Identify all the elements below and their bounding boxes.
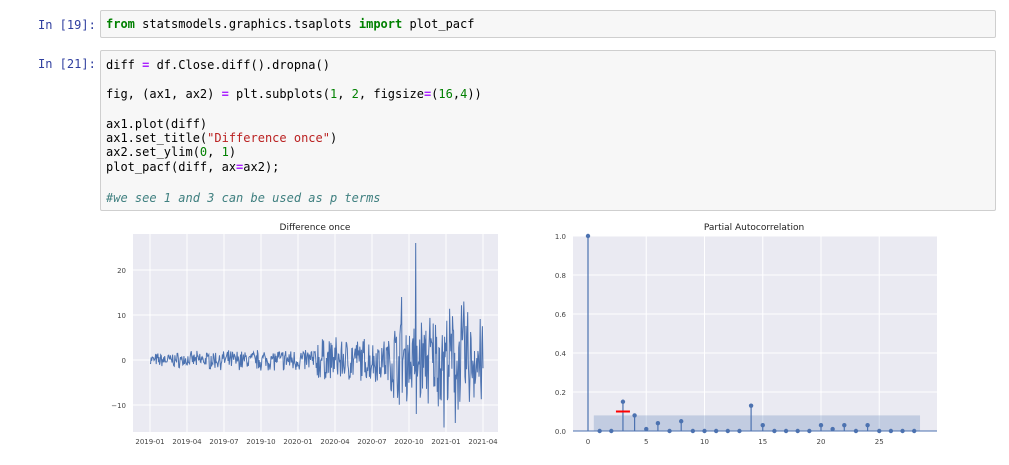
pacf-point	[783, 428, 789, 434]
pacf-point	[737, 428, 742, 434]
pacf-point	[853, 428, 859, 434]
code-comment: #we see 1 and 3 can be used as p terms	[106, 191, 381, 205]
pacf-point	[877, 428, 882, 434]
x-tick-label: 25	[875, 438, 884, 446]
pacf-point	[888, 428, 894, 434]
pacf-point	[655, 421, 661, 426]
pacf-point	[702, 428, 707, 434]
pacf-point	[818, 422, 824, 428]
pacf-point	[679, 419, 684, 424]
pacf-point	[632, 413, 637, 418]
code-line: diff = df.Close.diff().dropna()	[106, 58, 330, 72]
y-tick-label: 1.0	[555, 233, 566, 241]
x-tick-label: 10	[700, 438, 709, 446]
pacf-point	[842, 422, 847, 428]
x-tick-label: 2019-10	[246, 438, 275, 446]
y-tick-label: −10	[111, 402, 126, 410]
y-tick-label: 0	[122, 357, 126, 365]
x-tick-label: 0	[586, 438, 590, 446]
pacf-point	[865, 422, 870, 428]
pacf-point	[725, 428, 730, 434]
difference-series-line	[149, 242, 484, 428]
pacf-point	[690, 428, 696, 434]
pacf-point	[807, 428, 812, 434]
x-tick-label: 15	[758, 438, 767, 446]
pacf-point	[597, 428, 602, 434]
pacf-chart-plot-area	[573, 236, 937, 431]
x-tick-label: 20	[817, 438, 826, 446]
x-tick-label: 2019-07	[209, 438, 238, 446]
code-input[interactable]: diff = df.Close.diff().dropna() fig, (ax…	[100, 50, 996, 211]
x-tick-label: 5	[644, 438, 648, 446]
x-tick-label: 2020-04	[320, 438, 350, 446]
pacf-point	[748, 403, 754, 408]
code-line: from statsmodels.graphics.tsaplots impor…	[106, 17, 475, 31]
line-chart-plot-area	[133, 234, 498, 432]
y-tick-label: 10	[117, 312, 126, 320]
y-tick-label: 0.8	[555, 272, 566, 280]
line-chart-title: Difference once	[280, 223, 351, 233]
pacf-point	[713, 428, 719, 434]
y-tick-label: 0.6	[555, 311, 567, 319]
cell-prompt: In [19]:	[38, 18, 96, 32]
x-tick-label: 2020-10	[394, 438, 423, 446]
x-tick-label: 2020-01	[283, 438, 312, 446]
pacf-point	[644, 426, 649, 432]
pacf-point	[667, 428, 672, 434]
code-line: ax1.set_title("Difference once")	[106, 131, 338, 145]
pacf-point	[585, 233, 591, 239]
y-tick-label: 0.0	[555, 428, 566, 436]
pacf-point	[609, 428, 614, 434]
y-tick-label: 20	[117, 267, 126, 275]
y-tick-label: 0.2	[555, 389, 566, 397]
pacf-chart-title: Partial Autocorrelation	[704, 223, 804, 233]
code-line: ax1.plot(diff)	[106, 117, 208, 131]
code-line: plot_pacf(diff, ax=ax2);	[106, 160, 280, 174]
pacf-point	[830, 426, 835, 432]
code-line: fig, (ax1, ax2) = plt.subplots(1, 2, fig…	[106, 87, 482, 101]
x-tick-label: 2021-04	[468, 438, 498, 446]
cell-prompt: In [21]:	[38, 57, 96, 71]
x-tick-label: 2019-04	[172, 438, 202, 446]
pacf-point	[912, 428, 917, 434]
pacf-point	[620, 399, 626, 404]
pacf-point	[760, 422, 765, 428]
y-tick-label: 0.4	[555, 350, 567, 358]
confidence-band	[593, 415, 921, 431]
x-tick-label: 2021-01	[431, 438, 460, 446]
x-tick-label: 2020-07	[357, 438, 386, 446]
code-line: ax2.set_ylim(0, 1)	[106, 145, 237, 159]
pacf-point	[900, 428, 905, 434]
pacf-point	[772, 428, 777, 434]
pacf-point	[795, 428, 800, 434]
x-tick-label: 2019-01	[135, 438, 164, 446]
code-input[interactable]: from statsmodels.graphics.tsaplots impor…	[100, 10, 996, 38]
